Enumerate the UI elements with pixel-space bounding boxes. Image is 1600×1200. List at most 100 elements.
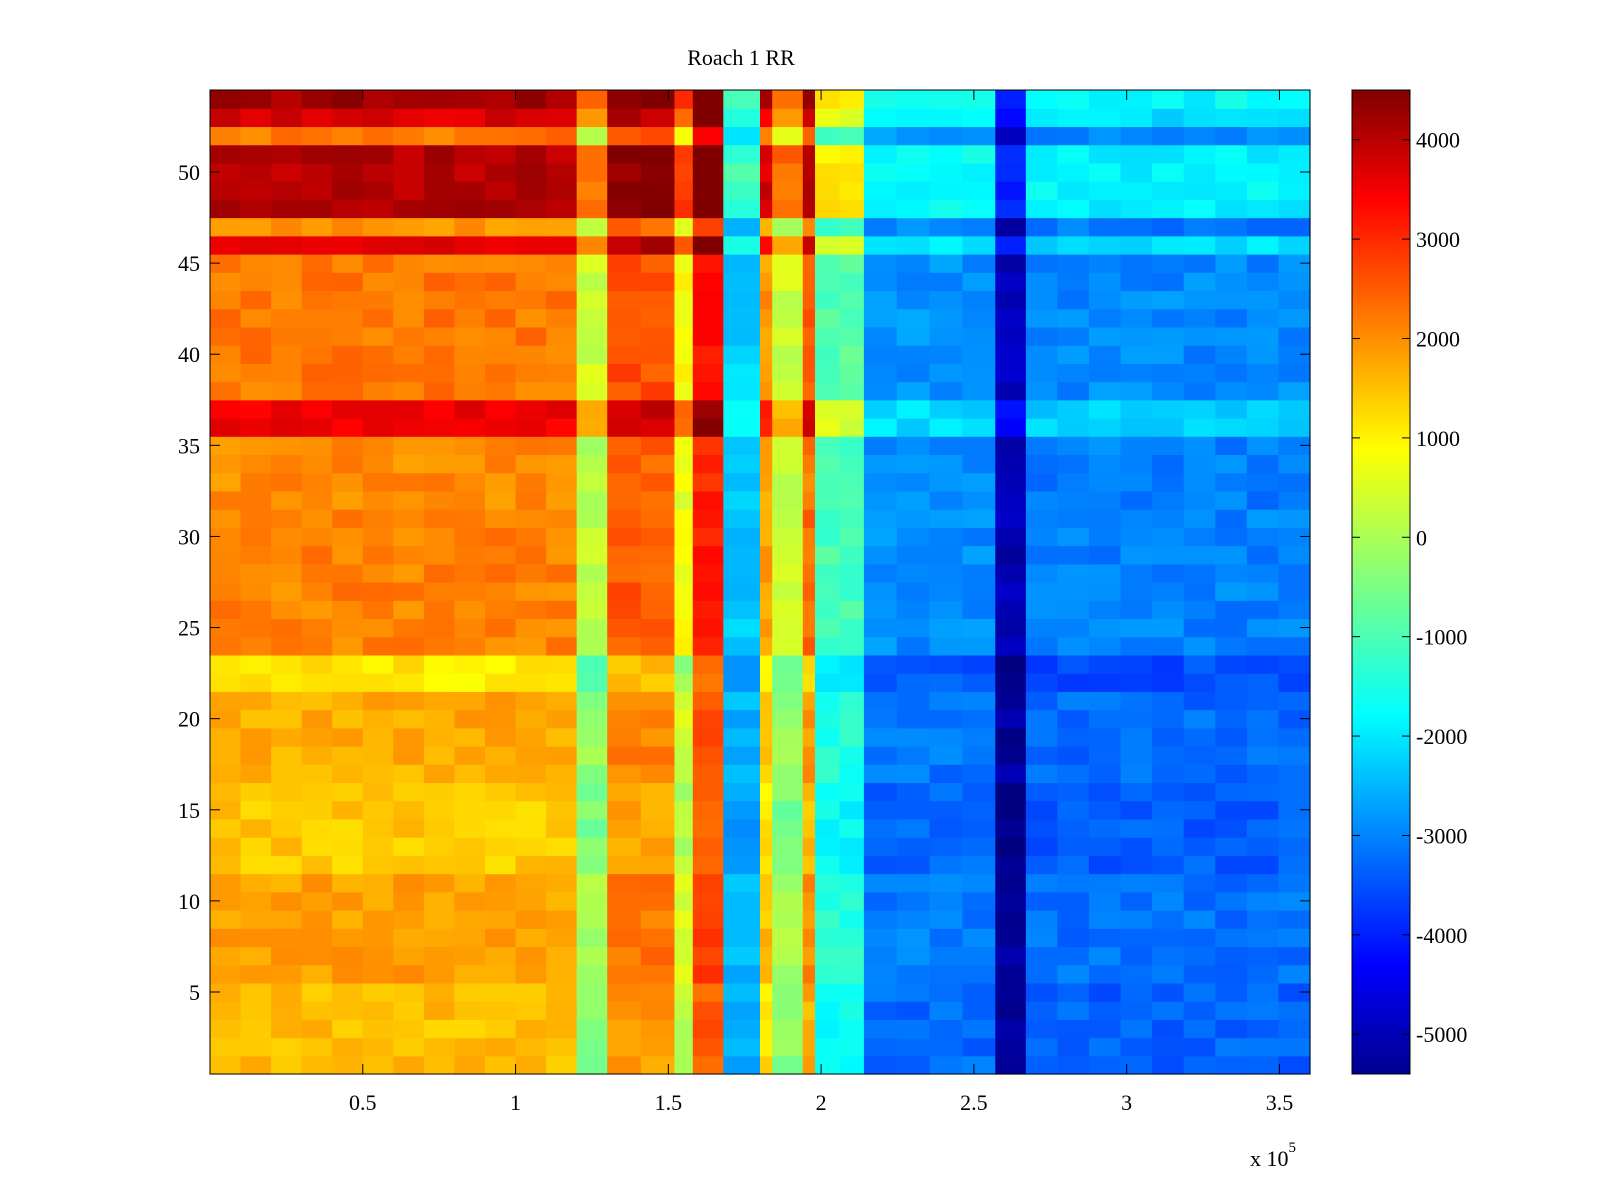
- heatmap-cell: [839, 618, 865, 638]
- heatmap-cell: [929, 181, 964, 200]
- heatmap-cell: [454, 709, 486, 729]
- heatmap-cell: [1025, 855, 1058, 875]
- heatmap-cell: [929, 910, 964, 929]
- heatmap-cell: [1183, 272, 1216, 292]
- heatmap-cell: [692, 454, 724, 474]
- heatmap-cell: [1278, 563, 1311, 583]
- heatmap-cell: [546, 563, 578, 583]
- heatmap-cell: [815, 928, 841, 948]
- colorbar-tick-label: 0: [1416, 525, 1427, 550]
- heatmap-cell: [485, 272, 517, 292]
- heatmap-cell: [332, 800, 364, 820]
- heatmap-cell: [393, 800, 425, 820]
- heatmap-cell: [863, 509, 898, 528]
- heatmap-cell: [576, 90, 608, 109]
- heatmap-cell: [546, 308, 578, 328]
- heatmap-cell: [485, 563, 517, 583]
- heatmap-cell: [640, 545, 676, 565]
- heatmap-cell: [271, 162, 303, 182]
- heatmap-cell: [423, 782, 456, 802]
- heatmap-cell: [271, 126, 303, 146]
- heatmap-cell: [929, 1055, 964, 1075]
- heatmap-cell: [515, 399, 547, 419]
- heatmap-cell: [393, 582, 425, 601]
- heatmap-cell: [929, 764, 964, 784]
- heatmap-cell: [1183, 162, 1216, 182]
- heatmap-cell: [1215, 1001, 1248, 1020]
- heatmap-cell: [1057, 162, 1090, 182]
- heatmap-cell: [692, 436, 724, 456]
- heatmap-cell: [896, 272, 931, 292]
- heatmap-cell: [863, 90, 898, 109]
- y-tick-label: 45: [178, 251, 200, 276]
- heatmap-cell: [271, 582, 303, 601]
- heatmap-cell: [240, 345, 272, 364]
- heatmap-cell: [546, 727, 578, 747]
- heatmap-cell: [1215, 326, 1248, 346]
- heatmap-cell: [210, 800, 242, 820]
- heatmap-cell: [674, 746, 694, 765]
- heatmap-cell: [1246, 800, 1280, 820]
- heatmap-cell: [772, 454, 804, 474]
- heatmap-cell: [362, 326, 394, 346]
- heatmap-cell: [240, 308, 272, 328]
- heatmap-cell: [1278, 308, 1311, 328]
- heatmap-cell: [962, 964, 996, 984]
- heatmap-cell: [692, 910, 724, 929]
- heatmap-cell: [240, 235, 272, 255]
- heatmap-cell: [863, 709, 898, 729]
- heatmap-cell: [423, 746, 456, 765]
- heatmap-cell: [760, 545, 773, 565]
- heatmap-cell: [1152, 472, 1185, 492]
- heatmap-cell: [1246, 490, 1280, 510]
- heatmap-cell: [815, 235, 841, 255]
- heatmap-cell: [515, 618, 547, 638]
- heatmap-cell: [640, 600, 676, 620]
- heatmap-cell: [929, 746, 964, 765]
- heatmap-cell: [640, 1019, 676, 1039]
- heatmap-cell: [962, 181, 996, 200]
- heatmap-cell: [454, 363, 486, 383]
- heatmap-cell: [995, 636, 1027, 656]
- heatmap-cell: [515, 308, 547, 328]
- heatmap-cell: [995, 837, 1027, 856]
- heatmap-cell: [723, 1037, 761, 1057]
- heatmap-cell: [1057, 490, 1090, 510]
- heatmap-cell: [772, 582, 804, 601]
- heatmap-cell: [240, 90, 272, 109]
- heatmap-cell: [1278, 891, 1311, 911]
- heatmap-cell: [1246, 436, 1280, 456]
- heatmap-cell: [962, 290, 996, 310]
- heatmap-cell: [674, 563, 694, 583]
- heatmap-cell: [393, 1055, 425, 1075]
- heatmap-cell: [1215, 563, 1248, 583]
- heatmap-cell: [423, 509, 456, 528]
- heatmap-cell: [839, 254, 865, 273]
- heatmap-cell: [454, 1037, 486, 1057]
- heatmap-cell: [1152, 673, 1185, 692]
- heatmap-cell: [301, 144, 333, 164]
- heatmap-cell: [896, 618, 931, 638]
- heatmap-cell: [772, 709, 804, 729]
- heatmap-cell: [1025, 928, 1058, 948]
- heatmap-cell: [301, 709, 333, 729]
- heatmap-cell: [815, 727, 841, 747]
- heatmap-cell: [674, 800, 694, 820]
- heatmap-cell: [760, 818, 773, 838]
- heatmap-cell: [1183, 345, 1216, 364]
- heatmap-cell: [1057, 709, 1090, 729]
- heatmap-cell: [454, 199, 486, 219]
- heatmap-cell: [962, 563, 996, 583]
- heatmap-cell: [1278, 1055, 1311, 1075]
- colorbar-tick-label: -3000: [1416, 823, 1467, 848]
- heatmap-cell: [760, 600, 773, 620]
- heatmap-cell: [1246, 235, 1280, 255]
- heatmap-cell: [515, 818, 547, 838]
- y-tick-label: 30: [178, 524, 200, 549]
- heatmap-cell: [760, 199, 773, 219]
- heatmap-cell: [839, 162, 865, 182]
- heatmap-cell: [692, 527, 724, 547]
- heatmap-cell: [454, 545, 486, 565]
- heatmap-cell: [863, 436, 898, 456]
- heatmap-cell: [815, 199, 841, 219]
